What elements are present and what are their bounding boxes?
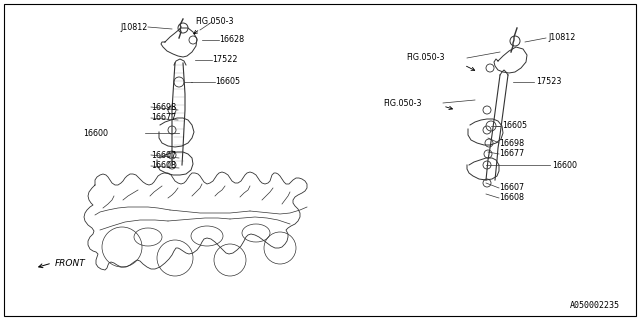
Text: 16628: 16628 [219,36,244,44]
Text: 16608: 16608 [151,162,176,171]
Text: A050002235: A050002235 [570,301,620,310]
Text: 17523: 17523 [536,77,561,86]
Text: 16677: 16677 [151,114,176,123]
Text: J10812: J10812 [120,22,148,31]
Text: 16605: 16605 [502,122,527,131]
Text: 17522: 17522 [212,55,237,65]
Text: 16600: 16600 [552,161,577,170]
Text: FIG.050-3: FIG.050-3 [195,18,234,27]
Text: 16698: 16698 [499,139,524,148]
Text: 16607: 16607 [151,150,176,159]
Text: 16677: 16677 [499,149,524,158]
Text: 16607: 16607 [499,183,524,193]
Text: 16600: 16600 [83,129,108,138]
Text: 16698: 16698 [151,102,176,111]
Text: FIG.050-3: FIG.050-3 [406,53,445,62]
Text: FIG.050-3: FIG.050-3 [383,99,422,108]
Text: 16605: 16605 [215,77,240,86]
Text: 16608: 16608 [499,194,524,203]
Text: FRONT: FRONT [55,259,86,268]
Text: J10812: J10812 [548,34,575,43]
